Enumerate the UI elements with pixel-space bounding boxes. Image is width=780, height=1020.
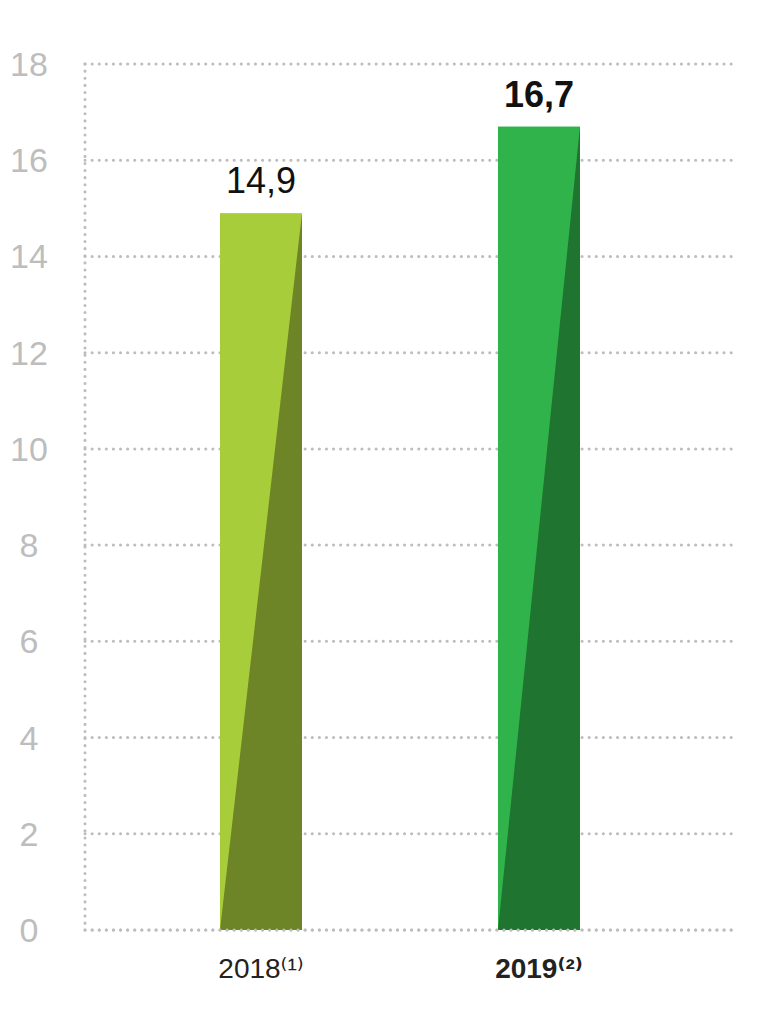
- svg-text:12: 12: [10, 334, 48, 372]
- svg-text:10: 10: [10, 430, 48, 468]
- svg-text:2019⁽²⁾: 2019⁽²⁾: [495, 953, 583, 984]
- svg-text:8: 8: [20, 526, 39, 564]
- svg-text:16: 16: [10, 141, 48, 179]
- svg-text:18: 18: [10, 45, 48, 83]
- svg-text:14,9: 14,9: [226, 160, 296, 201]
- svg-text:2018⁽¹⁾: 2018⁽¹⁾: [218, 953, 303, 984]
- svg-text:16,7: 16,7: [504, 74, 574, 115]
- svg-text:6: 6: [20, 622, 39, 660]
- svg-text:2: 2: [20, 815, 39, 853]
- svg-text:14: 14: [10, 237, 48, 275]
- svg-text:4: 4: [20, 719, 39, 757]
- svg-text:0: 0: [20, 911, 39, 949]
